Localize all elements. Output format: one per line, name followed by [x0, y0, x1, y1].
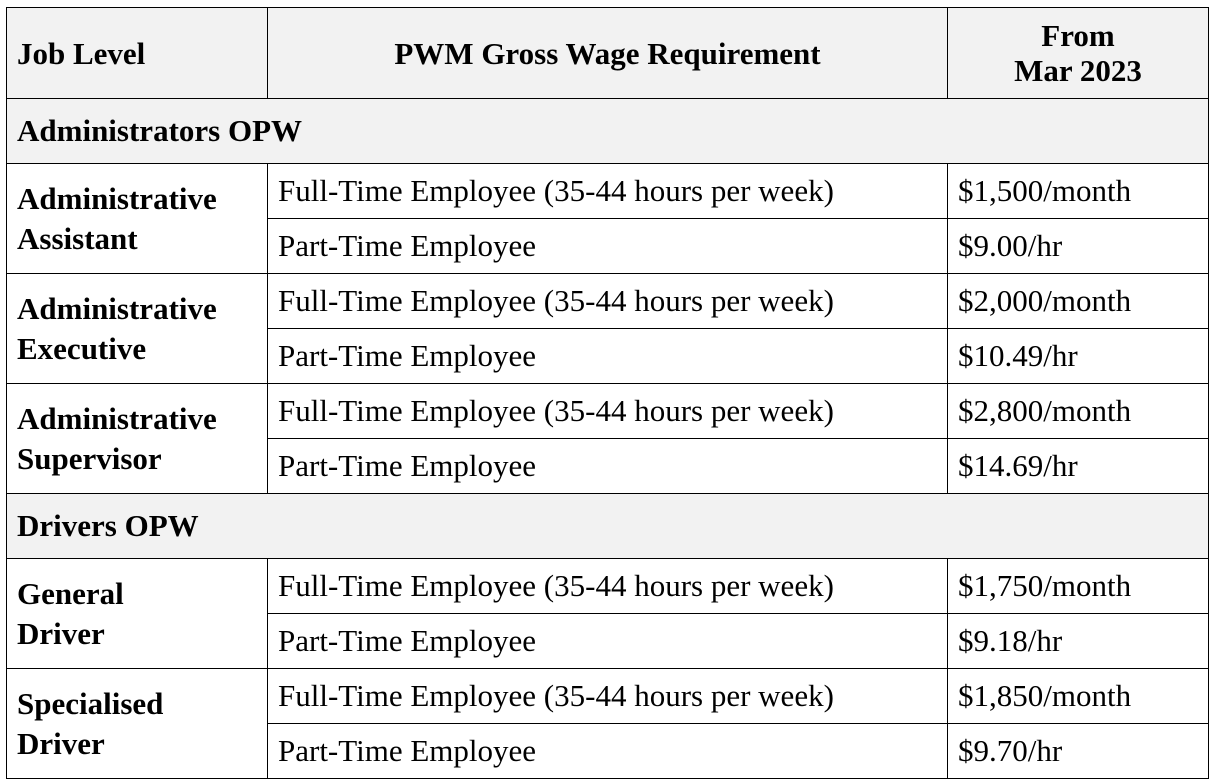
table-row: Part-Time Employee $9.70/hr: [7, 723, 1209, 779]
job-level-name: Administrative: [17, 400, 217, 436]
section-header-drivers: Drivers OPW: [6, 493, 1209, 559]
full-time-wage: $1,750/month: [947, 558, 1209, 614]
job-level-cell: General Driver: [6, 558, 268, 669]
table-header-row: Job Level PWM Gross Wage Requirement Fro…: [6, 7, 1209, 99]
header-date-label: Mar 2023: [1014, 53, 1142, 88]
part-time-wage: $9.70/hr: [947, 723, 1209, 779]
header-job-level: Job Level: [6, 7, 268, 99]
full-time-label: Full-Time Employee (35-44 hours per week…: [267, 668, 948, 724]
section-title: Drivers OPW: [6, 493, 1209, 559]
part-time-label: Part-Time Employee: [267, 613, 948, 669]
part-time-wage: $9.00/hr: [947, 218, 1209, 274]
job-level-name: Assistant: [17, 220, 138, 256]
part-time-wage: $10.49/hr: [947, 328, 1209, 384]
table-row: General Driver Full-Time Employee (35-44…: [6, 558, 1209, 669]
job-level-name: General: [17, 575, 124, 611]
job-level-cell: Administrative Executive: [6, 273, 268, 384]
pwm-wage-table: Job Level PWM Gross Wage Requirement Fro…: [6, 7, 1209, 779]
job-level-cell: Administrative Supervisor: [6, 383, 268, 494]
part-time-label: Part-Time Employee: [267, 723, 948, 779]
full-time-label: Full-Time Employee (35-44 hours per week…: [267, 558, 948, 614]
header-from-label: From: [1041, 18, 1115, 53]
table-row: Administrative Assistant Full-Time Emplo…: [6, 163, 1209, 274]
job-level-name: Supervisor: [17, 440, 162, 476]
job-level-name: Executive: [17, 330, 147, 366]
table-row: Part-Time Employee $9.00/hr: [7, 218, 1209, 274]
part-time-wage: $14.69/hr: [947, 438, 1209, 494]
full-time-wage: $2,000/month: [947, 273, 1209, 329]
part-time-label: Part-Time Employee: [267, 328, 948, 384]
section-header-administrators: Administrators OPW: [6, 98, 1209, 164]
full-time-label: Full-Time Employee (35-44 hours per week…: [267, 273, 948, 329]
section-title: Administrators OPW: [6, 98, 1209, 164]
table-row: Administrative Executive Full-Time Emplo…: [6, 273, 1209, 384]
job-level-name: Specialised: [17, 685, 164, 721]
full-time-label: Full-Time Employee (35-44 hours per week…: [267, 383, 948, 439]
job-level-name: Driver: [17, 615, 105, 651]
full-time-wage: $1,500/month: [947, 163, 1209, 219]
full-time-label: Full-Time Employee (35-44 hours per week…: [267, 163, 948, 219]
table-row: Administrative Supervisor Full-Time Empl…: [6, 383, 1209, 494]
header-from-date: From Mar 2023: [947, 7, 1209, 99]
full-time-wage: $2,800/month: [947, 383, 1209, 439]
job-level-cell: Administrative Assistant: [6, 163, 268, 274]
job-level-name: Administrative: [17, 290, 217, 326]
table-row: Specialised Driver Full-Time Employee (3…: [6, 668, 1209, 779]
full-time-wage: $1,850/month: [947, 668, 1209, 724]
job-level-name: Administrative: [17, 180, 217, 216]
header-requirement: PWM Gross Wage Requirement: [267, 7, 948, 99]
job-level-name: Driver: [17, 725, 105, 761]
part-time-label: Part-Time Employee: [267, 438, 948, 494]
job-level-cell: Specialised Driver: [6, 668, 268, 779]
part-time-label: Part-Time Employee: [267, 218, 948, 274]
part-time-wage: $9.18/hr: [947, 613, 1209, 669]
